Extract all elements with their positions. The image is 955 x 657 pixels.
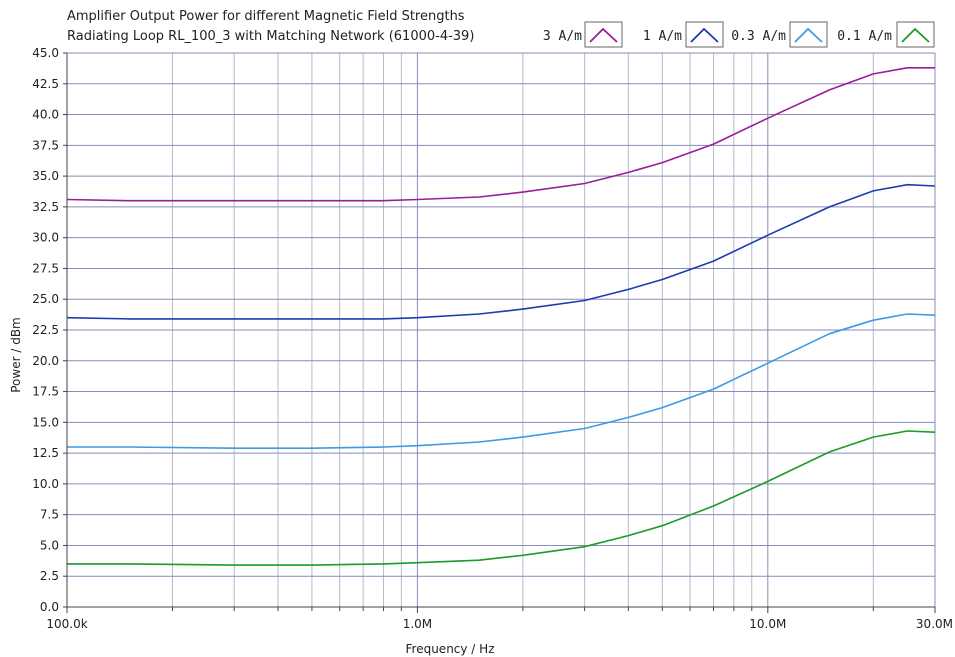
legend-swatch-0 (584, 21, 623, 48)
y-tick-label: 10.0 (32, 477, 59, 491)
series-line-2 (67, 313, 936, 450)
y-tick-label: 30.0 (32, 231, 59, 245)
series-line-1 (66, 183, 936, 320)
x-axis-label: Frequency / Hz (406, 642, 495, 656)
y-tick-label: 35.0 (32, 169, 59, 183)
legend-label-2: 0.3 A/m (731, 29, 786, 44)
chart-subtitle: Radiating Loop RL_100_3 with Matching Ne… (67, 29, 474, 44)
legend-swatch-1 (685, 21, 724, 48)
y-tick-label: 32.5 (32, 200, 59, 214)
y-tick-label: 20.0 (32, 354, 59, 368)
x-tick-labels: 100.0k 1.0M 10.0M 30.0M (46, 607, 953, 631)
legend-label-3: 0.1 A/m (837, 29, 892, 44)
y-tick-label: 22.5 (32, 323, 59, 337)
y-tick-label: 7.5 (40, 508, 59, 522)
x-tick-label: 100.0k (46, 617, 87, 631)
y-tick-label: 37.5 (32, 138, 59, 152)
y-tick-label: 5.0 (40, 538, 59, 552)
x-tick-label: 1.0M (403, 617, 432, 631)
legend-marker-2 (794, 27, 823, 43)
legend-marker-0 (589, 27, 618, 43)
legend-marker-3 (901, 27, 930, 43)
y-tick-label: 0.0 (40, 600, 59, 614)
series-line-0 (66, 67, 935, 202)
y-tick-labels: 0.0 2.5 5.0 7.5 10.0 12.5 15.0 17.5 20.0 22.5 25.0… (32, 46, 67, 614)
y-tick-label: 27.5 (32, 261, 59, 275)
y-tick-label: 40.0 (32, 108, 59, 122)
y-tick-label: 2.5 (40, 569, 59, 583)
y-tick-label: 42.5 (32, 77, 59, 91)
chart-title: Amplifier Output Power for different Mag… (67, 9, 465, 24)
x-tick-label: 30.0M (916, 617, 953, 631)
x-tick-label: 10.0M (749, 617, 786, 631)
y-axis-label: Power / dBm (9, 317, 23, 393)
y-tick-label: 15.0 (32, 415, 59, 429)
y-tick-label: 45.0 (32, 46, 59, 60)
y-tick-label: 12.5 (32, 446, 59, 460)
series-layer (66, 67, 936, 566)
legend-label-0: 3 A/m (543, 29, 582, 44)
legend-label-1: 1 A/m (643, 29, 682, 44)
legend-swatch-3 (896, 21, 935, 48)
legend: 3 A/m 1 A/m 0.3 A/m 0.1 A/m (543, 21, 935, 48)
y-tick-label: 25.0 (32, 292, 59, 306)
series-line-3 (67, 430, 936, 566)
legend-marker-1 (690, 27, 719, 43)
y-tick-label: 17.5 (32, 385, 59, 399)
legend-swatch-2 (789, 21, 828, 48)
